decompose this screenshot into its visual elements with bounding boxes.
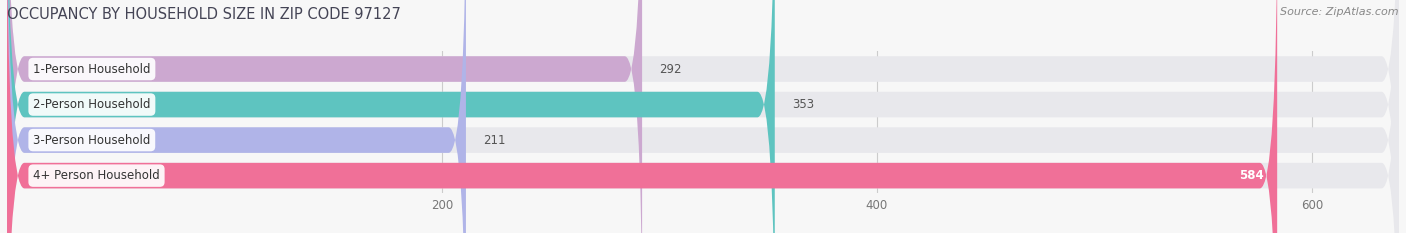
Text: 2-Person Household: 2-Person Household	[34, 98, 150, 111]
FancyBboxPatch shape	[7, 0, 643, 233]
Text: 1-Person Household: 1-Person Household	[34, 62, 150, 75]
FancyBboxPatch shape	[7, 0, 1277, 233]
Text: 3-Person Household: 3-Person Household	[34, 134, 150, 147]
FancyBboxPatch shape	[7, 0, 775, 233]
FancyBboxPatch shape	[7, 0, 1399, 233]
Text: OCCUPANCY BY HOUSEHOLD SIZE IN ZIP CODE 97127: OCCUPANCY BY HOUSEHOLD SIZE IN ZIP CODE …	[7, 7, 401, 22]
FancyBboxPatch shape	[7, 0, 465, 233]
Text: 353: 353	[792, 98, 814, 111]
Text: 584: 584	[1239, 169, 1264, 182]
FancyBboxPatch shape	[7, 0, 1399, 233]
Text: 211: 211	[484, 134, 506, 147]
Text: 4+ Person Household: 4+ Person Household	[34, 169, 160, 182]
Text: Source: ZipAtlas.com: Source: ZipAtlas.com	[1281, 7, 1399, 17]
FancyBboxPatch shape	[7, 0, 1399, 233]
Text: 292: 292	[659, 62, 682, 75]
FancyBboxPatch shape	[7, 0, 1399, 233]
